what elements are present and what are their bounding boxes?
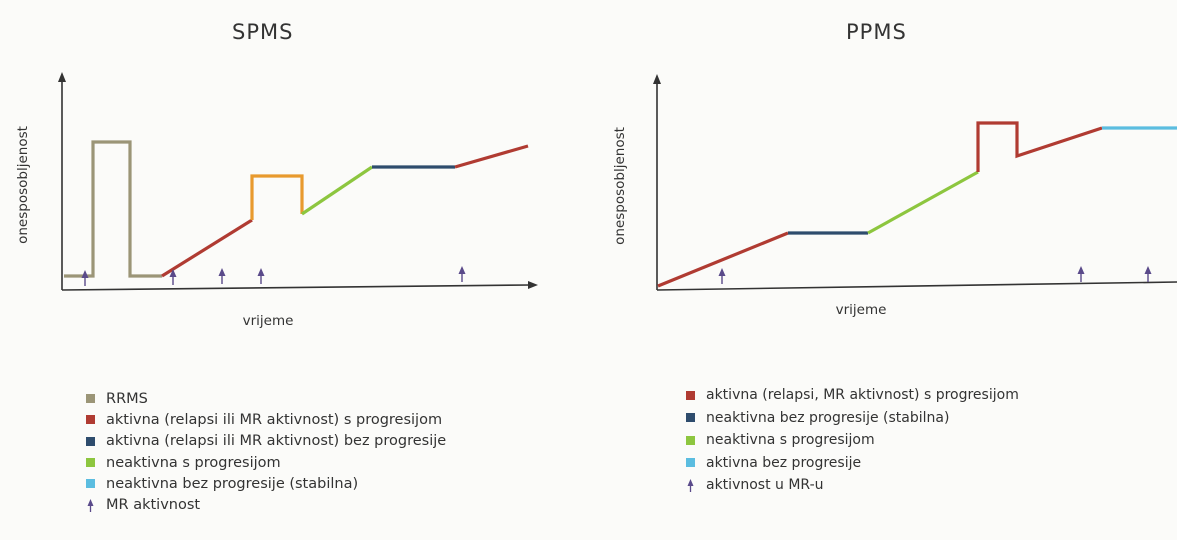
active-no-progression-swatch bbox=[86, 436, 95, 446]
spms-legend-label: MR aktivnost bbox=[106, 497, 201, 514]
active-progression-swatch bbox=[86, 415, 95, 425]
spms-y-axis-label: onesposobljenost bbox=[15, 126, 31, 244]
ppms-legend-label: neaktivna bez progresije (stabilna) bbox=[706, 409, 950, 426]
ppms-legend-label: neaktivna s progresijom bbox=[706, 432, 875, 449]
ppms-active-progression-line-2 bbox=[976, 121, 1103, 172]
ppms-x-axis bbox=[656, 281, 1177, 291]
ppms-mr-arrow-1 bbox=[718, 268, 726, 284]
inactive-stable-swatch bbox=[86, 479, 95, 489]
spms-x-axis bbox=[61, 284, 531, 291]
ppms-mr-arrow-2 bbox=[1077, 266, 1085, 282]
ppms-legend-label: aktivnost u MR-u bbox=[706, 477, 824, 494]
ppms-legend-item: neaktivna bez progresije (stabilna) bbox=[686, 407, 1019, 430]
spms-mr-arrow-5 bbox=[458, 266, 466, 282]
spms-legend-label: neaktivna bez progresije (stabilna) bbox=[106, 475, 359, 492]
ppms-legend-label: aktivna (relapsi, MR aktivnost) s progre… bbox=[706, 387, 1019, 404]
ppms-legend-item: aktivnost u MR-u bbox=[686, 474, 1019, 497]
spms-mr-arrow-1 bbox=[81, 270, 89, 286]
spms-legend-item: aktivna (relapsi ili MR aktivnost) bez p… bbox=[86, 431, 446, 452]
ppms-y-axis-arrowhead bbox=[653, 74, 661, 84]
spms-title: SPMS bbox=[232, 20, 294, 44]
spms-x-axis-label: vrijeme bbox=[243, 313, 294, 329]
spms-panel: SPMS bbox=[0, 0, 560, 540]
ppms-x-axis-label: vrijeme bbox=[836, 302, 887, 318]
ppms-diagram: onesposobljenost vrijeme bbox=[612, 74, 1177, 318]
spms-relapse-box bbox=[250, 174, 304, 220]
mr-activity-arrow-icon bbox=[87, 498, 94, 512]
ppms-legend-item: aktivna (relapsi, MR aktivnost) s progre… bbox=[686, 384, 1019, 407]
inactive-progression-swatch bbox=[686, 435, 695, 445]
spms-active-progression-line-2 bbox=[454, 144, 529, 169]
spms-legend-label: RRMS bbox=[106, 390, 148, 407]
spms-diagram: onesposobljenost vrijeme bbox=[15, 72, 538, 329]
ppms-inactive-progression-line bbox=[867, 170, 979, 235]
ppms-y-axis-label: onesposobljenost bbox=[612, 127, 628, 245]
ppms-panel: PPMS onesposobljenost vrijeme bbox=[600, 0, 1177, 540]
spms-legend-item: neaktivna bez progresije (stabilna) bbox=[86, 473, 446, 494]
rrms-swatch bbox=[86, 394, 95, 404]
spms-active-progression-line-1 bbox=[161, 218, 253, 278]
spms-rrms-line bbox=[64, 140, 162, 278]
ppms-legend-item: aktivna bez progresije bbox=[686, 452, 1019, 475]
spms-legend-item: RRMS bbox=[86, 388, 446, 409]
inactive-progression-swatch bbox=[86, 458, 95, 468]
spms-x-axis-arrowhead bbox=[528, 281, 538, 289]
spms-mr-arrow-3 bbox=[218, 268, 226, 284]
mr-activity-arrow-icon bbox=[687, 478, 694, 492]
ppms-legend-item: neaktivna s progresijom bbox=[686, 429, 1019, 452]
active-no-progression-swatch bbox=[686, 458, 695, 468]
inactive-stable-swatch bbox=[686, 413, 695, 423]
spms-legend-label: aktivna (relapsi ili MR aktivnost) s pro… bbox=[106, 411, 443, 428]
spms-legend-item: aktivna (relapsi ili MR aktivnost) s pro… bbox=[86, 409, 446, 430]
spms-legend-item: neaktivna s progresijom bbox=[86, 452, 446, 473]
ppms-active-progression-line-1 bbox=[657, 231, 789, 288]
spms-legend-item: MR aktivnost bbox=[86, 494, 446, 515]
spms-legend-label: aktivna (relapsi ili MR aktivnost) bez p… bbox=[106, 433, 447, 450]
spms-inactive-progression-line bbox=[301, 165, 373, 216]
ppms-legend-label: aktivna bez progresije bbox=[706, 454, 862, 471]
ppms-mr-arrow-3 bbox=[1144, 266, 1152, 282]
ppms-legend: aktivna (relapsi, MR aktivnost) s progre… bbox=[686, 384, 1019, 497]
spms-mr-arrow-4 bbox=[257, 268, 265, 284]
spms-mr-arrow-2 bbox=[169, 269, 177, 285]
spms-legend-label: neaktivna s progresijom bbox=[106, 454, 281, 471]
spms-legend: RRMS aktivna (relapsi ili MR aktivnost) … bbox=[86, 388, 446, 516]
spms-y-axis-arrowhead bbox=[58, 72, 66, 82]
ppms-title: PPMS bbox=[846, 20, 907, 44]
active-progression-swatch bbox=[686, 390, 695, 400]
